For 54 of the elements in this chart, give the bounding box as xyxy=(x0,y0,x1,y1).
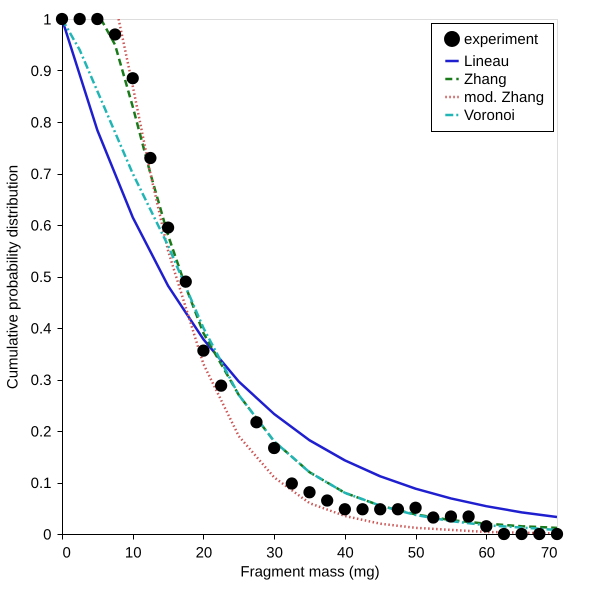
x-tick-label: 0 xyxy=(62,544,71,562)
point xyxy=(74,12,86,26)
point xyxy=(162,221,174,234)
x-tick-label: 70 xyxy=(540,544,558,562)
point xyxy=(392,503,404,516)
y-tick-label: 0 xyxy=(43,526,52,544)
point xyxy=(480,520,492,532)
x-tick-label: 30 xyxy=(266,544,283,562)
y-tick-label: 0.1 xyxy=(30,475,52,492)
point xyxy=(409,502,422,514)
point xyxy=(321,494,334,507)
x-axis-title: Fragment mass (mg) xyxy=(240,564,380,580)
point xyxy=(268,442,280,454)
y-tick-label: 0.8 xyxy=(30,114,52,132)
point xyxy=(197,344,210,357)
point xyxy=(250,416,263,428)
y-tick-label: 0.5 xyxy=(30,269,52,286)
point xyxy=(303,486,316,498)
x-tick-label: 40 xyxy=(337,544,354,562)
point xyxy=(374,503,386,516)
x-tick-label: 20 xyxy=(196,544,212,562)
x-tick-label: 60 xyxy=(478,544,496,562)
point xyxy=(144,152,157,164)
point xyxy=(444,510,458,523)
point xyxy=(427,511,440,524)
y-tick-label: 0.2 xyxy=(30,424,52,440)
y-tick-label: 0.3 xyxy=(30,372,52,389)
point xyxy=(462,510,475,523)
x-tick-label: 10 xyxy=(124,544,142,562)
point xyxy=(533,528,546,540)
x-tick-label: 50 xyxy=(408,544,424,562)
point xyxy=(214,380,228,392)
legend-label: Zhang xyxy=(464,71,507,88)
y-axis-title: Cumulative probability distribution xyxy=(4,164,22,390)
point xyxy=(550,528,564,540)
y-tick-label: 0.7 xyxy=(30,166,52,183)
legend-label: Voronoi xyxy=(464,107,515,124)
point xyxy=(180,276,192,288)
y-tick-label: 0.6 xyxy=(30,218,52,234)
legend-label: experiment xyxy=(464,31,540,48)
y-tick-label: 0.4 xyxy=(30,320,52,338)
legend-label: mod. Zhang xyxy=(464,89,544,106)
point xyxy=(338,503,351,516)
point xyxy=(356,503,369,516)
point xyxy=(286,477,298,490)
y-tick-label: 0.9 xyxy=(30,63,52,80)
y-tick-label: 1 xyxy=(43,12,52,28)
legend-label: Lineau xyxy=(464,53,510,70)
point xyxy=(56,12,68,26)
point xyxy=(498,528,510,540)
point xyxy=(91,12,104,26)
point xyxy=(108,28,122,41)
point xyxy=(126,72,139,84)
point xyxy=(516,528,528,540)
